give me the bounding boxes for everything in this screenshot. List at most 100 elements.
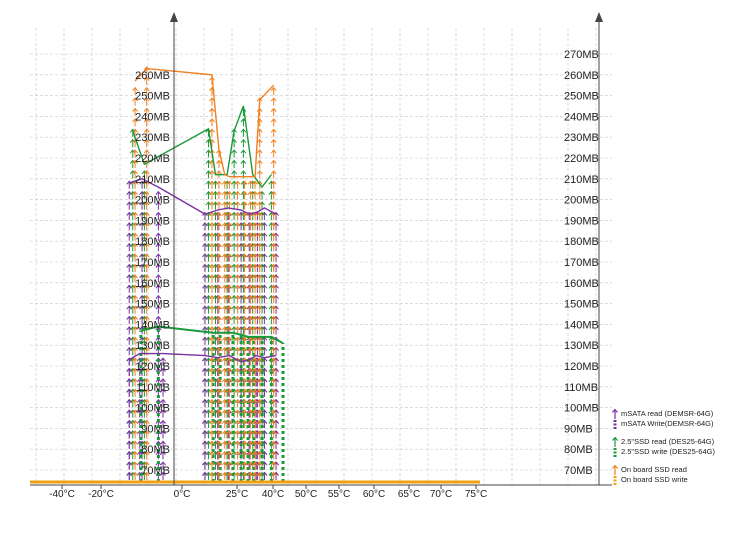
- arrow-glyph: [254, 274, 261, 283]
- arrow-glyph: [231, 190, 237, 200]
- arrow-glyph: [252, 294, 258, 304]
- arrow-glyph: [143, 294, 150, 304]
- arrow-column: [224, 180, 230, 480]
- arrow-glyph: [241, 440, 248, 449]
- arrow-glyph: [270, 232, 277, 241]
- arrow-glyph: [202, 336, 208, 345]
- arrow-glyph: [247, 294, 254, 304]
- arrow-glyph: [126, 211, 133, 220]
- arrow-glyph: [143, 97, 150, 106]
- arrow-glyph: [139, 274, 145, 283]
- arrow-glyph: [221, 222, 228, 231]
- arrow-glyph: [259, 190, 265, 200]
- arrow-glyph: [234, 315, 241, 324]
- arrow-glyph: [247, 284, 254, 293]
- arrow-glyph: [143, 253, 150, 262]
- arrow-glyph: [129, 149, 136, 158]
- arrow-glyph: [216, 388, 222, 397]
- arrow-glyph: [234, 305, 241, 314]
- arrow-glyph: [252, 388, 258, 397]
- grid: [30, 28, 612, 485]
- arrow-glyph: [273, 253, 279, 262]
- arrow-glyph: [234, 430, 241, 439]
- arrow-glyph: [261, 409, 268, 418]
- arrow-glyph: [221, 461, 228, 470]
- arrow-glyph: [209, 201, 215, 210]
- arrow-glyph: [261, 450, 268, 460]
- arrow-glyph: [143, 461, 150, 470]
- arrow-glyph: [256, 430, 263, 439]
- y-right-tick-label: 220MB: [564, 153, 599, 165]
- arrow-glyph: [132, 222, 138, 231]
- arrow-glyph: [256, 201, 263, 210]
- arrow-glyph: [270, 97, 277, 106]
- arrow-column: [141, 170, 148, 480]
- arrow-glyph: [247, 315, 254, 324]
- arrow-glyph: [268, 180, 275, 189]
- arrow-glyph: [129, 450, 136, 460]
- arrow-glyph: [273, 305, 279, 314]
- arrow-glyph: [231, 294, 237, 304]
- arrow-glyph: [249, 274, 256, 283]
- arrow-glyph: [141, 367, 148, 376]
- arrow-glyph: [216, 201, 222, 210]
- arrow-column: [126, 357, 133, 480]
- y-left-tick-label: 230MB: [135, 132, 170, 144]
- arrow-glyph: [209, 180, 215, 189]
- arrow-glyph: [141, 461, 148, 470]
- arrow-glyph: [129, 159, 136, 168]
- arrow-glyph: [256, 315, 263, 324]
- arrow-glyph: [209, 211, 215, 220]
- arrow-glyph: [132, 326, 138, 335]
- arrow-glyph: [270, 326, 277, 335]
- arrow-glyph: [221, 419, 228, 428]
- arrow-glyph: [252, 284, 258, 293]
- arrow-glyph: [141, 284, 148, 293]
- arrow-glyph: [139, 253, 145, 262]
- arrow-glyph: [231, 315, 237, 324]
- arrow-glyph: [256, 253, 263, 262]
- arrow-glyph: [209, 284, 215, 293]
- arrow-glyph: [209, 170, 215, 179]
- arrow-glyph: [259, 211, 265, 220]
- arrow-glyph: [270, 367, 277, 376]
- arrow-glyph: [216, 450, 222, 460]
- arrow-glyph: [221, 346, 228, 356]
- arrow-glyph: [139, 315, 145, 324]
- arrow-glyph: [202, 461, 208, 470]
- arrow-glyph: [256, 284, 263, 293]
- arrow-glyph: [205, 357, 212, 366]
- arrow-glyph: [221, 471, 228, 480]
- arrow-glyph: [141, 388, 148, 397]
- y-left-tick-label: 210MB: [135, 174, 170, 186]
- arrow-glyph: [212, 180, 219, 189]
- arrow-glyph: [143, 170, 150, 179]
- arrow-glyph: [143, 409, 150, 418]
- arrow-glyph: [209, 471, 215, 480]
- arrow-glyph: [221, 242, 228, 252]
- arrow-glyph: [241, 180, 248, 189]
- arrow-glyph: [249, 315, 256, 324]
- arrow-glyph: [209, 430, 215, 439]
- arrow-glyph: [224, 284, 230, 293]
- arrow-glyph: [256, 419, 263, 428]
- arrow-glyph: [234, 461, 241, 470]
- arrow-glyph: [126, 367, 133, 376]
- arrow-glyph: [224, 336, 230, 345]
- arrow-glyph: [240, 159, 247, 168]
- x-tick-label: -40°C: [49, 489, 75, 500]
- arrow-glyph: [256, 471, 263, 480]
- arrow-glyph: [160, 430, 166, 439]
- x-tick-label: 65°C: [398, 489, 420, 500]
- arrow-glyph: [226, 274, 233, 283]
- arrow-glyph: [202, 378, 208, 387]
- legend-label: 2.5"SSD read (DES25-64G): [621, 437, 715, 446]
- arrow-glyph: [143, 471, 150, 480]
- arrow-glyph: [205, 471, 212, 480]
- arrow-glyph: [259, 294, 265, 304]
- arrow-glyph: [241, 450, 248, 460]
- arrow-glyph: [139, 232, 145, 241]
- arrow-glyph: [155, 222, 162, 231]
- y-left-tick-label: 160MB: [135, 278, 170, 290]
- arrow-glyph: [234, 440, 241, 449]
